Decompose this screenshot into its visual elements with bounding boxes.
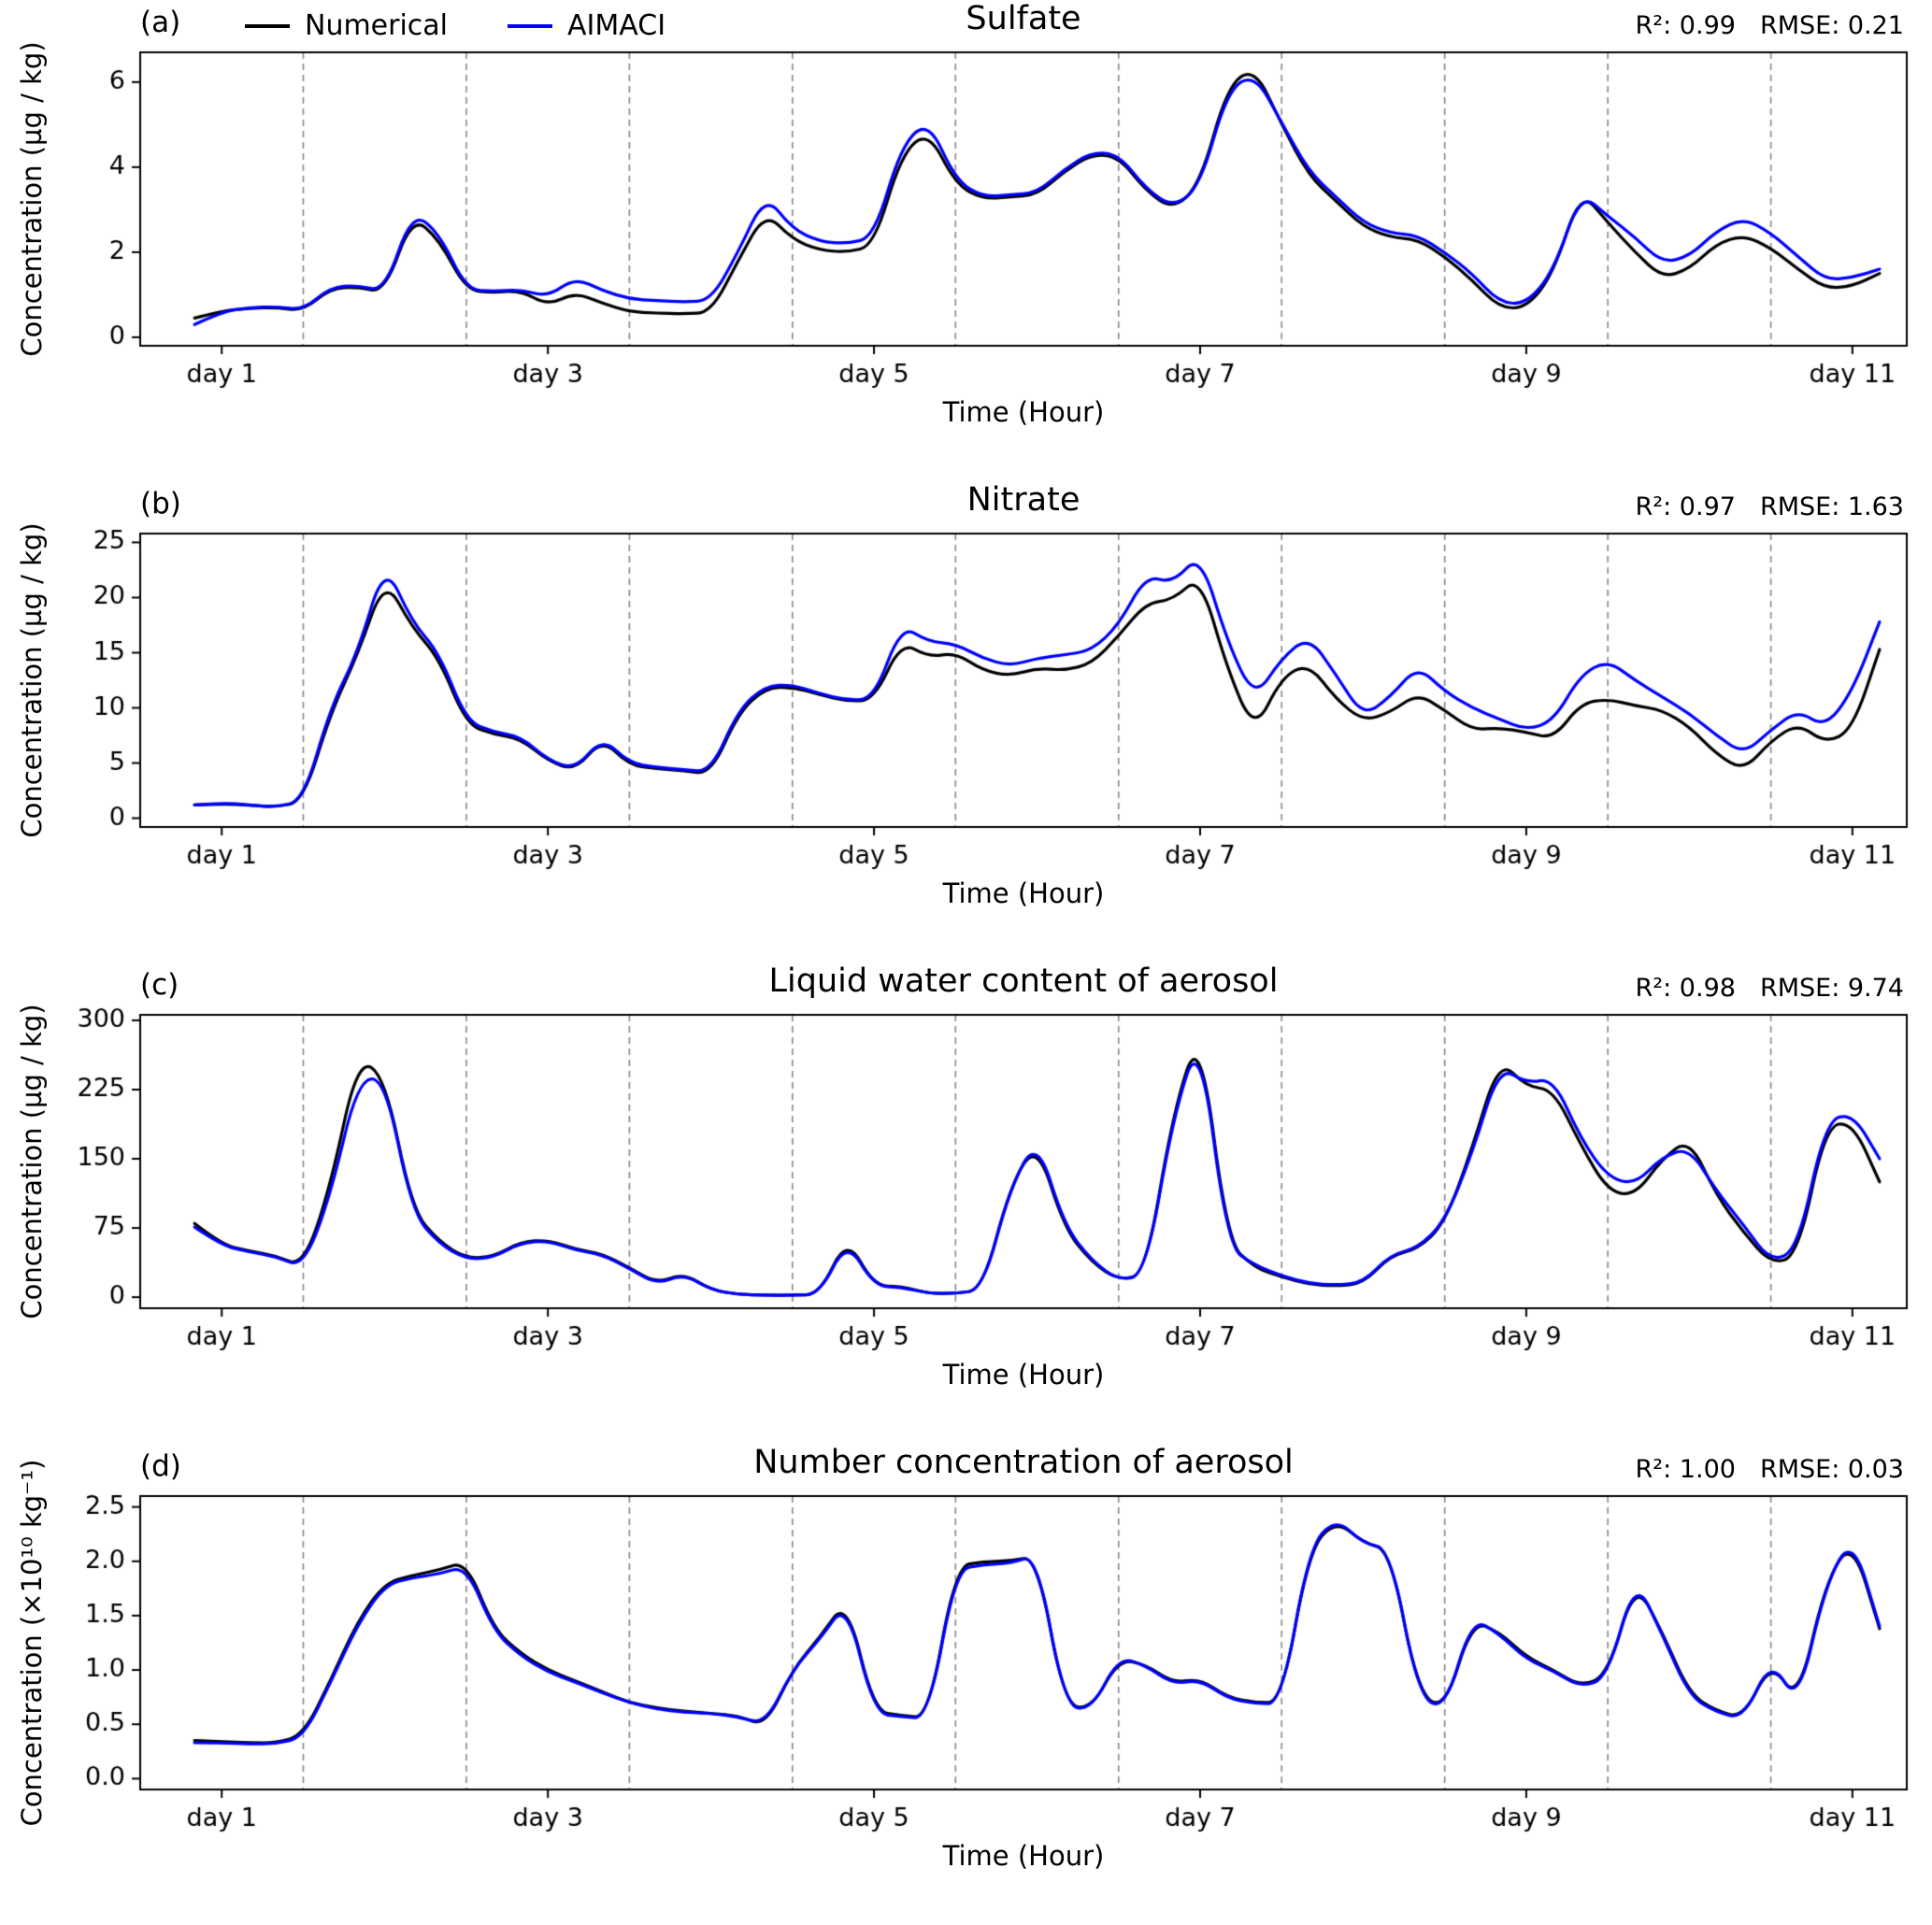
- rmse-stat: RMSE: 9.74: [1759, 974, 1904, 1003]
- panel-title: Liquid water content of aerosol: [768, 962, 1279, 1000]
- panel-title: Nitrate: [966, 481, 1080, 519]
- panel-sulfate: (a) Sulfate Numerical AIMACI R²: 0.99 RMS…: [0, 0, 1932, 481]
- legend-label: AIMACI: [567, 9, 666, 42]
- x-axis-label: Time (Hour): [942, 877, 1105, 909]
- plot-canvas-b: [0, 481, 1932, 962]
- rmse-stat: RMSE: 0.03: [1759, 1455, 1904, 1484]
- r2-stat: R²: 0.98: [1635, 974, 1736, 1003]
- panel-stats: R²: 0.98 RMSE: 9.74: [1636, 974, 1904, 1003]
- y-axis-label: Concentration (µg / kg): [16, 41, 48, 357]
- x-axis-label: Time (Hour): [942, 1359, 1105, 1390]
- panel-nitrate: (b) Nitrate R²: 0.97 RMSE: 1.63 Concentra…: [0, 481, 1932, 962]
- panel-number-concentration: (d) Number concentration of aerosol R²: …: [0, 1444, 1932, 1925]
- y-axis-label: Concentration (µg / kg): [16, 522, 48, 838]
- r2-stat: R²: 1.00: [1635, 1455, 1736, 1484]
- legend-item-numerical: Numerical: [245, 9, 448, 42]
- y-axis-label: Concentration (×10¹⁰ kg⁻¹): [16, 1459, 48, 1827]
- panel-liquid-water-content: (c) Liquid water content of aerosol R²: …: [0, 962, 1932, 1444]
- x-axis-label: Time (Hour): [942, 1840, 1105, 1872]
- panel-title: Sulfate: [966, 0, 1081, 37]
- legend-label: Numerical: [305, 9, 449, 42]
- numerical-line-swatch: [245, 23, 290, 28]
- plot-canvas-d: [0, 1444, 1932, 1925]
- panel-stats: R²: 1.00 RMSE: 0.03: [1636, 1455, 1904, 1484]
- aimaci-line-swatch: [508, 23, 553, 28]
- rmse-stat: RMSE: 1.63: [1759, 492, 1904, 521]
- r2-stat: R²: 0.99: [1635, 11, 1736, 40]
- panel-letter: (b): [140, 487, 181, 520]
- legend: Numerical AIMACI: [245, 9, 665, 42]
- panel-stats: R²: 0.99 RMSE: 0.21: [1636, 11, 1904, 40]
- rmse-stat: RMSE: 0.21: [1759, 11, 1904, 40]
- legend-item-aimaci: AIMACI: [508, 9, 665, 42]
- panel-letter: (c): [140, 968, 179, 1002]
- panel-title: Number concentration of aerosol: [753, 1444, 1294, 1481]
- panel-stats: R²: 0.97 RMSE: 1.63: [1636, 492, 1904, 521]
- plot-canvas-c: [0, 962, 1932, 1444]
- x-axis-label: Time (Hour): [942, 396, 1105, 428]
- panel-letter: (d): [140, 1449, 181, 1483]
- panel-letter: (a): [140, 6, 181, 39]
- r2-stat: R²: 0.97: [1635, 492, 1736, 521]
- y-axis-label: Concentration (µg / kg): [16, 1004, 48, 1319]
- plot-canvas-a: [0, 0, 1932, 481]
